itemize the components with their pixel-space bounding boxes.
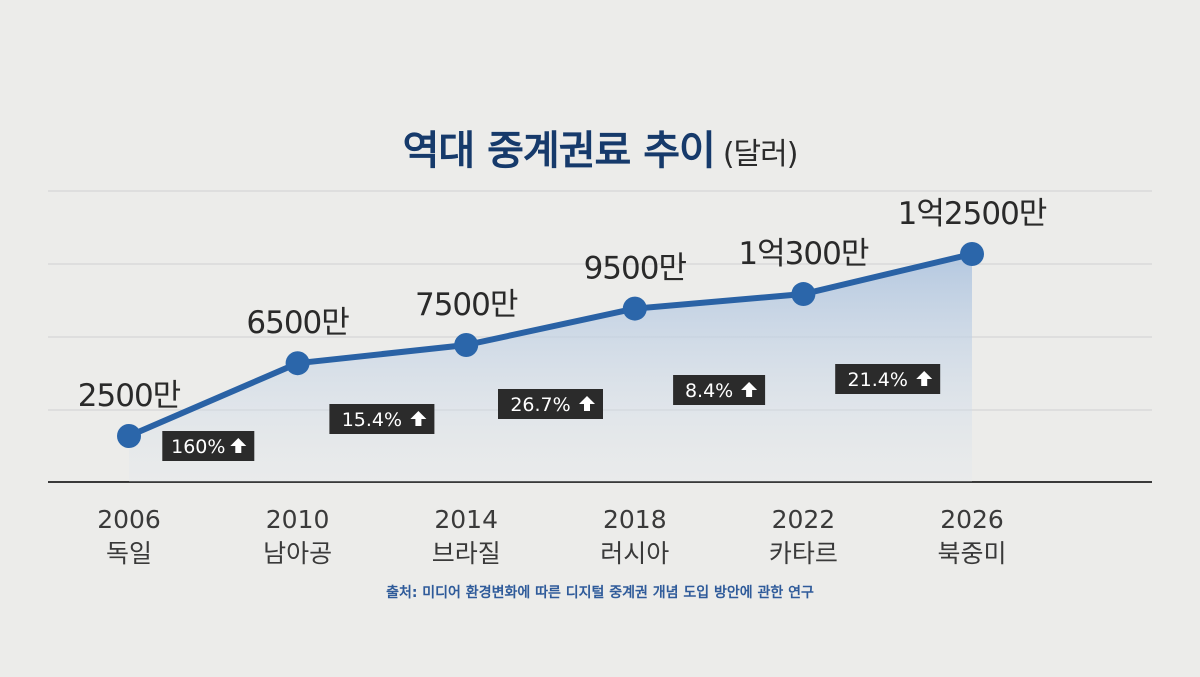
data-label: 9500만	[584, 251, 687, 287]
growth-badge-label: 8.4%	[685, 380, 733, 402]
data-label: 1억2500만	[898, 196, 1047, 232]
up-arrow-icon	[916, 371, 933, 386]
data-point-2014	[454, 333, 479, 357]
data-label: 6500만	[246, 305, 349, 341]
growth-badge-label: 21.4%	[848, 369, 908, 391]
growth-badge: 21.4%	[835, 364, 941, 394]
data-point-2018	[622, 296, 647, 321]
data-point-2010	[285, 351, 310, 376]
data-label: 1억300만	[738, 236, 868, 272]
x-tick-host: 러시아	[600, 539, 669, 568]
chart-title-unit: (달러)	[722, 137, 799, 172]
growth-badge-label: 26.7%	[510, 394, 570, 416]
chart-title: 역대 중계권료 추이 (달러)	[0, 118, 1200, 176]
x-tick-year: 2014	[434, 505, 498, 534]
x-tick-host: 북중미	[937, 539, 1006, 568]
growth-badge-label: 160%	[171, 436, 225, 458]
up-arrow-icon	[230, 438, 247, 453]
growth-badge: 160%	[162, 431, 255, 461]
x-tick-host: 카타르	[769, 539, 838, 568]
data-point-2022	[791, 282, 816, 307]
series-line	[126, 251, 975, 439]
x-tick-host: 독일	[106, 539, 152, 568]
growth-badge: 26.7%	[498, 389, 603, 419]
growth-badge-label: 15.4%	[342, 409, 402, 431]
up-arrow-icon	[410, 411, 427, 426]
data-label: 7500만	[415, 287, 518, 323]
x-tick-year: 2010	[266, 505, 330, 534]
growth-badge: 15.4%	[329, 404, 435, 434]
data-point-2006	[117, 424, 141, 448]
x-tick-year: 2006	[97, 505, 161, 534]
x-tick-year: 2026	[940, 505, 1004, 534]
growth-badge: 8.4%	[673, 375, 766, 405]
up-arrow-icon	[741, 382, 758, 397]
data-point-2026	[960, 242, 984, 266]
x-tick-host: 남아공	[263, 539, 332, 568]
up-arrow-icon	[579, 396, 595, 411]
data-label: 2500만	[78, 378, 181, 414]
x-tick-host: 브라질	[432, 539, 501, 568]
x-tick-year: 2022	[772, 505, 836, 534]
source-note: 출처: 미디어 환경변화에 따른 디지털 중계권 개념 도입 방안에 관한 연구	[386, 585, 814, 601]
x-tick-year: 2018	[603, 505, 667, 534]
chart-title-text: 역대 중계권료 추이	[402, 128, 716, 174]
